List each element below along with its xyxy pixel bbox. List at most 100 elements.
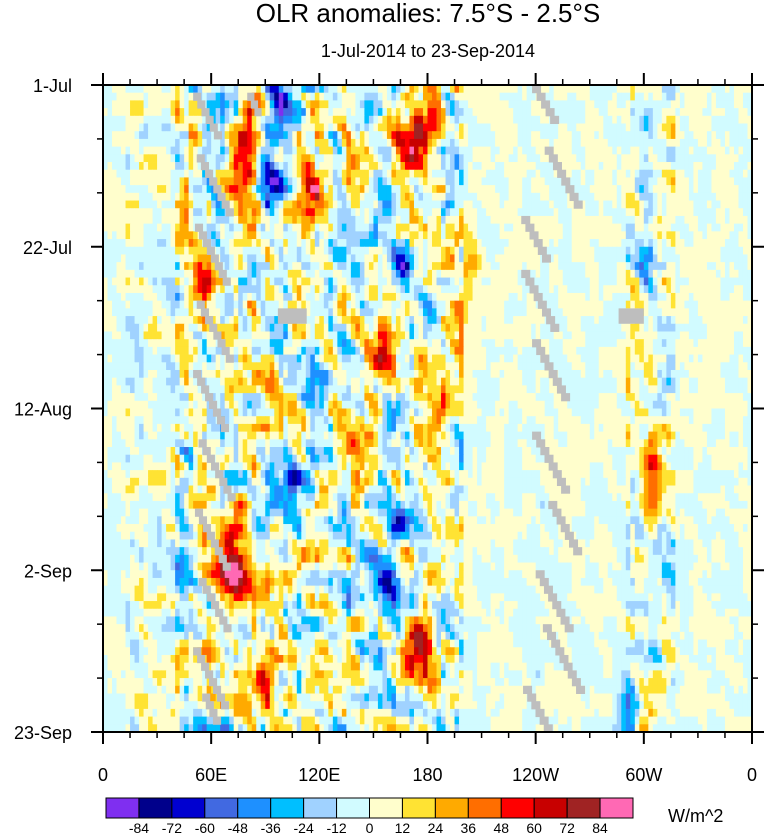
anomaly-cell — [157, 339, 162, 348]
anomaly-cell — [702, 223, 708, 232]
anomaly-cell — [260, 85, 266, 94]
anomaly-cell — [323, 308, 329, 317]
anomaly-cell — [175, 223, 181, 232]
anomaly-cell — [341, 169, 347, 178]
anomaly-cell — [621, 208, 627, 217]
anomaly-cell — [454, 277, 460, 286]
anomaly-cell — [477, 208, 482, 217]
anomaly-cell — [134, 316, 140, 325]
anomaly-cell — [188, 231, 194, 240]
anomaly-cell — [233, 115, 239, 124]
anomaly-cell — [549, 331, 555, 340]
anomaly-cell — [720, 100, 726, 109]
anomaly-cell — [256, 208, 262, 217]
anomaly-cell — [220, 115, 226, 124]
anomaly-cell — [648, 192, 654, 201]
anomaly-cell — [481, 231, 487, 240]
anomaly-cell — [287, 208, 293, 217]
anomaly-cell — [166, 192, 172, 201]
anomaly-cell — [314, 192, 320, 201]
anomaly-cell — [107, 115, 113, 124]
anomaly-cell — [139, 85, 144, 94]
anomaly-cell — [558, 131, 564, 140]
anomaly-cell — [729, 131, 735, 140]
anomaly-cell — [711, 208, 717, 217]
anomaly-cell — [301, 254, 307, 263]
anomaly-cell — [161, 185, 167, 194]
anomaly-cell — [413, 100, 419, 109]
anomaly-cell — [625, 323, 631, 332]
anomaly-cell — [314, 177, 320, 186]
anomaly-cell — [567, 146, 573, 155]
anomaly-cell — [166, 323, 172, 332]
anomaly-cell — [445, 208, 451, 217]
anomaly-cell — [368, 115, 374, 124]
anomaly-cell — [134, 231, 140, 240]
anomaly-cell — [738, 192, 744, 201]
anomaly-cell — [161, 162, 167, 171]
anomaly-cell — [386, 292, 392, 302]
anomaly-cell — [283, 115, 289, 124]
anomaly-cell — [648, 131, 654, 140]
anomaly-cell — [513, 146, 519, 155]
anomaly-cell — [346, 138, 352, 148]
anomaly-cell — [386, 239, 392, 248]
anomaly-cell — [540, 131, 546, 140]
anomaly-cell — [350, 323, 356, 332]
anomaly-cell — [395, 85, 401, 94]
anomaly-cell — [125, 239, 131, 248]
anomaly-cell — [121, 346, 126, 355]
anomaly-cell — [224, 323, 230, 332]
anomaly-cell — [693, 285, 699, 294]
anomaly-cell — [103, 177, 108, 186]
anomaly-cell — [184, 123, 190, 132]
anomaly-cell — [697, 215, 703, 225]
anomaly-cell — [112, 285, 117, 294]
anomaly-cell — [679, 262, 685, 271]
anomaly-cell — [441, 339, 446, 348]
anomaly-cell — [368, 162, 374, 171]
anomaly-cell — [157, 223, 162, 232]
anomaly-cell — [612, 300, 618, 309]
anomaly-cell — [468, 300, 473, 309]
anomaly-cell — [715, 123, 721, 132]
anomaly-cell — [481, 192, 487, 201]
anomaly-cell — [143, 108, 149, 117]
anomaly-cell — [247, 215, 253, 225]
anomaly-cell — [409, 115, 415, 124]
anomaly-cell — [697, 123, 703, 132]
anomaly-cell — [229, 100, 235, 109]
anomaly-cell — [251, 339, 257, 348]
anomaly-cell — [346, 223, 352, 232]
anomaly-cell — [558, 339, 564, 348]
anomaly-cell — [729, 162, 735, 171]
anomaly-cell — [233, 154, 239, 163]
anomaly-cell — [211, 192, 217, 201]
anomaly-cell — [337, 223, 343, 232]
anomaly-cell — [283, 169, 289, 178]
anomaly-cell — [116, 316, 122, 325]
anomaly-cell — [395, 162, 401, 171]
anomaly-cell — [409, 277, 415, 286]
anomaly-cell — [472, 331, 478, 340]
anomaly-cell — [463, 115, 469, 124]
anomaly-cell — [310, 223, 316, 232]
anomaly-cell — [553, 138, 559, 148]
anomaly-cell — [116, 162, 122, 171]
anomaly-cell — [148, 100, 153, 109]
anomaly-cell — [107, 100, 113, 109]
anomaly-cell — [481, 138, 487, 148]
anomaly-cell — [404, 92, 410, 101]
anomaly-cell — [432, 308, 437, 317]
anomaly-cell — [468, 246, 473, 255]
anomaly-cell — [211, 277, 217, 286]
anomaly-cell — [648, 138, 654, 148]
anomaly-cell — [549, 123, 555, 132]
anomaly-cell — [346, 146, 352, 155]
anomaly-cell — [697, 246, 703, 255]
anomaly-cell — [490, 208, 496, 217]
anomaly-cell — [256, 131, 262, 140]
anomaly-cell — [391, 269, 397, 278]
anomaly-cell — [594, 262, 600, 271]
anomaly-cell — [612, 100, 618, 109]
